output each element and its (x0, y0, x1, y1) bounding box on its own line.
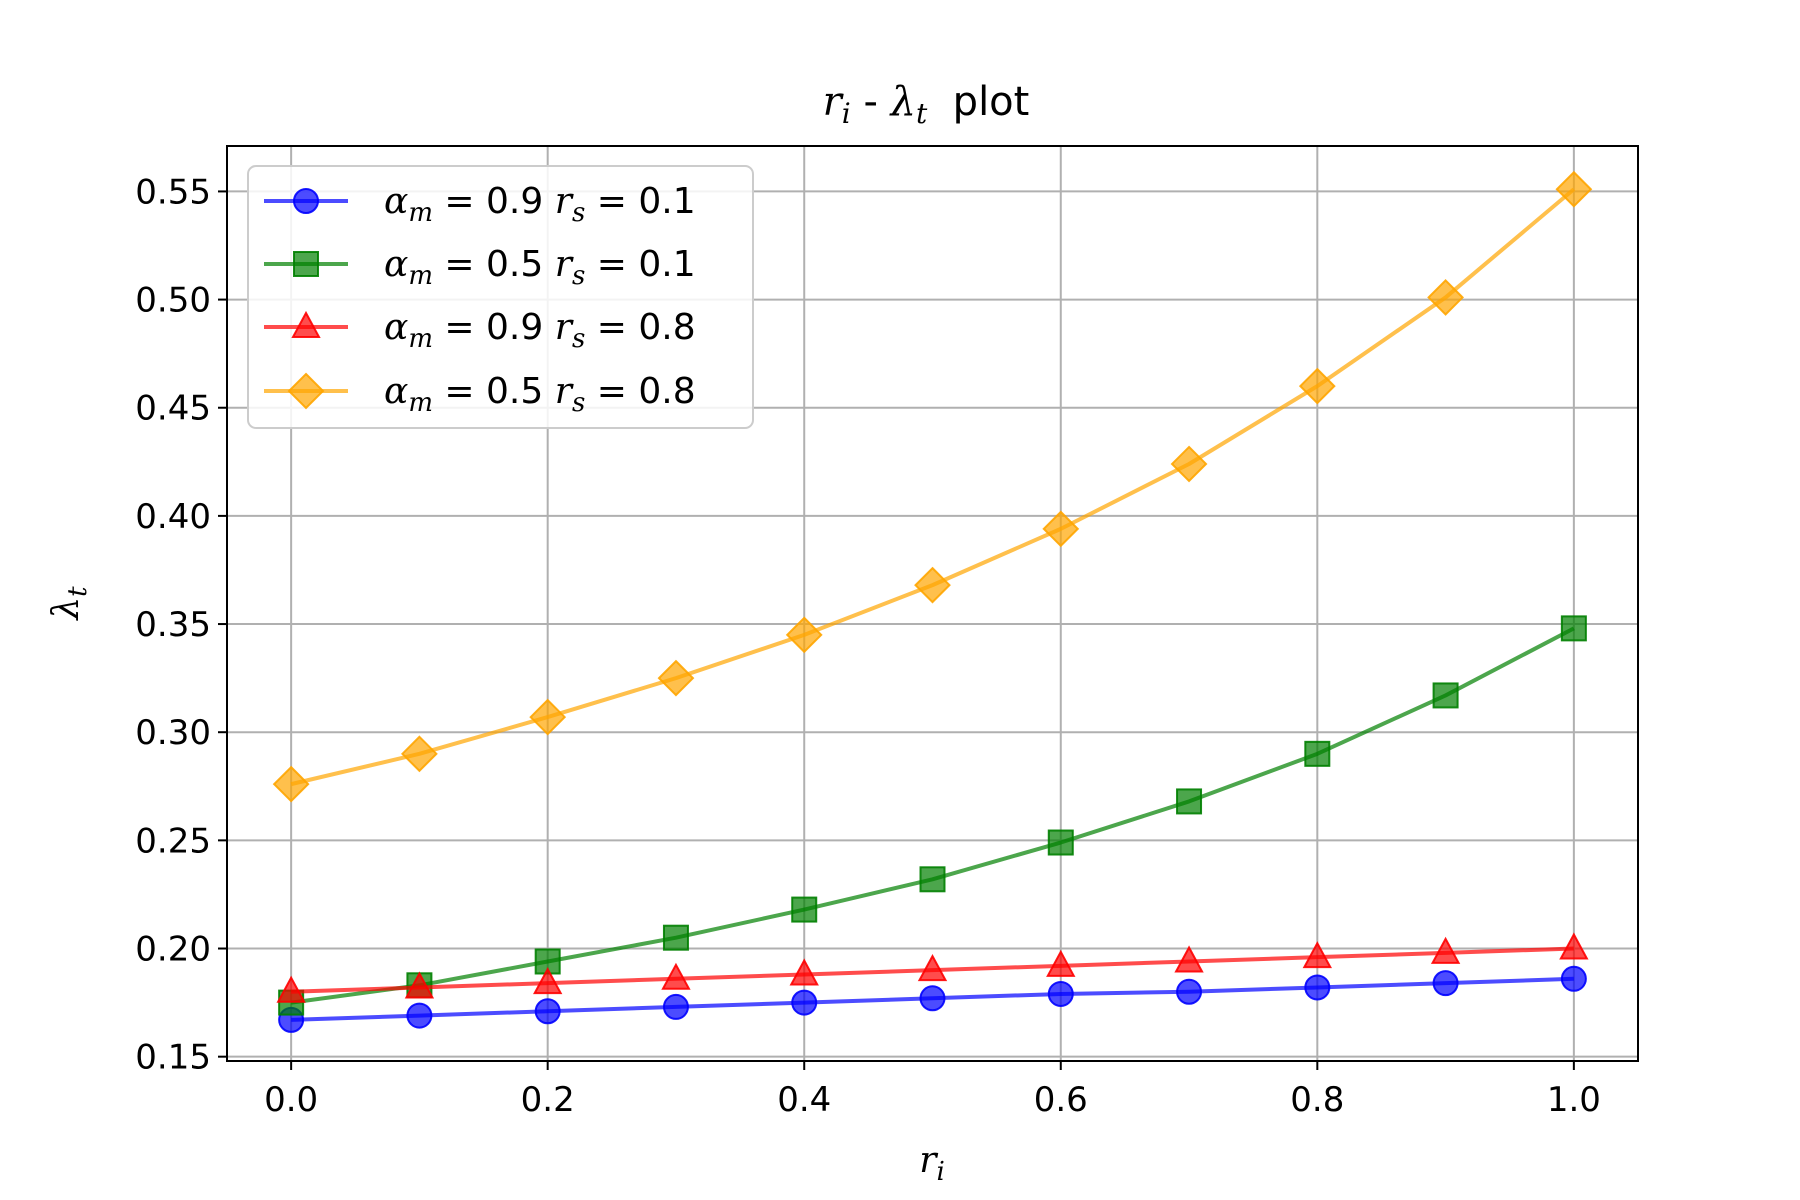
data-point (534, 998, 561, 1025)
data-point (1432, 970, 1459, 997)
data-point (785, 616, 823, 654)
data-point (791, 896, 818, 923)
y-tick-label: 0.40 (135, 497, 211, 537)
data-point (1555, 170, 1593, 208)
legend-entry: αm = 0.5 rs = 0.8 (264, 371, 696, 418)
legend-marker (291, 310, 321, 338)
legend-marker (293, 188, 319, 214)
legend-label: αm = 0.5 rs = 0.1 (384, 244, 696, 291)
data-point (1046, 949, 1076, 977)
x-tick-label: 0.6 (1034, 1080, 1088, 1120)
plot-frame (226, 145, 1639, 1062)
data-point (406, 1002, 433, 1029)
data-point (917, 954, 948, 982)
legend-marker (293, 251, 319, 277)
legend-label: αm = 0.9 rs = 0.1 (384, 181, 696, 228)
data-point (534, 948, 561, 975)
legend-label: αm = 0.5 rs = 0.8 (384, 371, 696, 418)
data-point (533, 967, 563, 995)
legend-box (247, 165, 754, 429)
data-point (1174, 945, 1204, 973)
data-point (276, 975, 306, 1003)
data-point (1170, 445, 1208, 483)
legend: αm = 0.9 rs = 0.1 αm = 0.5 rs = 0.1 αm = 0… (247, 165, 754, 429)
x-tick-label: 0.0 (264, 1080, 318, 1120)
y-tick-label: 0.25 (135, 821, 211, 861)
data-point (1304, 974, 1331, 1001)
data-point (272, 765, 310, 803)
data-point (1042, 510, 1080, 548)
series-layer (272, 170, 1593, 1033)
data-point (404, 971, 435, 999)
series-circle (278, 965, 1587, 1033)
y-tick-label: 0.20 (135, 930, 211, 970)
data-point (1298, 367, 1336, 405)
y-tick-label: 0.50 (135, 281, 211, 321)
x-axis-label: ri (919, 1140, 945, 1187)
x-tick-label: 0.4 (777, 1080, 831, 1120)
x-axis-ticks: 0.0 0.2 0.4 0.6 0.8 1.0 (264, 1061, 1601, 1120)
x-tick-label: 0.2 (521, 1080, 575, 1120)
y-axis-ticks: 0.15 0.20 0.25 0.30 0.35 0.40 0.45 0.50 0.55 (135, 172, 227, 1078)
chart-title: ri - λt plot (823, 79, 1030, 130)
data-point (1302, 941, 1332, 969)
data-point (1176, 978, 1203, 1005)
y-tick-label: 0.45 (135, 389, 211, 429)
data-point (1047, 980, 1074, 1007)
data-point (1560, 615, 1587, 642)
series-triangle (276, 932, 1589, 1003)
data-point (1176, 788, 1203, 815)
y-tick-label: 0.15 (135, 1038, 211, 1078)
x-tick-label: 0.8 (1290, 1080, 1344, 1120)
data-point (789, 958, 819, 986)
legend-entry: αm = 0.9 rs = 0.1 (264, 181, 696, 228)
legend-entry: αm = 0.9 rs = 0.8 (264, 307, 696, 354)
legend-marker (287, 372, 325, 410)
data-point (1304, 740, 1331, 767)
data-point (1560, 965, 1587, 992)
legend-entry: αm = 0.5 rs = 0.1 (264, 244, 696, 291)
data-point (1430, 936, 1461, 964)
data-point (919, 985, 946, 1012)
y-tick-label: 0.35 (135, 605, 211, 645)
data-point (791, 989, 818, 1016)
y-tick-label: 0.55 (135, 172, 211, 212)
data-point (662, 993, 689, 1020)
data-point (529, 698, 567, 736)
data-point (1047, 829, 1074, 856)
data-point (1427, 279, 1465, 316)
data-point (662, 924, 689, 951)
data-point (657, 659, 695, 697)
data-point (661, 962, 691, 990)
data-point (400, 735, 438, 773)
data-point (914, 566, 951, 604)
series-diamond (272, 170, 1593, 803)
x-tick-label: 1.0 (1547, 1080, 1601, 1120)
data-point (919, 866, 946, 893)
data-point (1559, 932, 1589, 960)
y-axis-label: λt (46, 586, 93, 622)
y-tick-label: 0.30 (135, 713, 211, 753)
legend-label: αm = 0.9 rs = 0.8 (384, 307, 696, 354)
series-square (278, 615, 1587, 1016)
data-point (1432, 682, 1459, 709)
